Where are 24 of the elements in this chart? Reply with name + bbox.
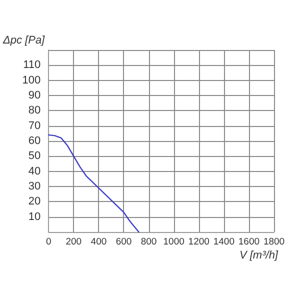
y-tick-label: 40 xyxy=(28,165,41,178)
y-tick-label: 10 xyxy=(28,210,41,223)
x-tick-label: 1400 xyxy=(213,236,234,248)
x-tick-label: 0 xyxy=(46,236,52,248)
y-tick-label: 110 xyxy=(23,59,41,72)
y-axis-title: Δpc [Pa] xyxy=(2,34,46,46)
x-tick-label: 1600 xyxy=(238,236,260,248)
y-tick-label: 100 xyxy=(22,74,41,86)
x-tick-label: 200 xyxy=(66,236,82,248)
y-tick-label: 20 xyxy=(28,196,41,208)
y-tick-label: 50 xyxy=(28,150,41,162)
y-tick-label: 90 xyxy=(28,90,41,102)
x-tick-label: 1000 xyxy=(163,236,184,248)
x-axis-title: V [m³/h] xyxy=(239,250,279,262)
y-tick-label: 70 xyxy=(28,120,41,132)
x-tick-label: 1200 xyxy=(188,236,210,248)
x-tick-label: 1800 xyxy=(263,236,285,248)
x-tick-label: 400 xyxy=(90,236,107,248)
y-tick-label: 60 xyxy=(28,135,41,147)
x-tick-label: 600 xyxy=(116,236,132,248)
line-series xyxy=(48,134,140,233)
x-tick-label: 800 xyxy=(140,236,157,248)
y-tick-label: 30 xyxy=(28,180,41,192)
y-tick-label: 80 xyxy=(28,104,41,117)
